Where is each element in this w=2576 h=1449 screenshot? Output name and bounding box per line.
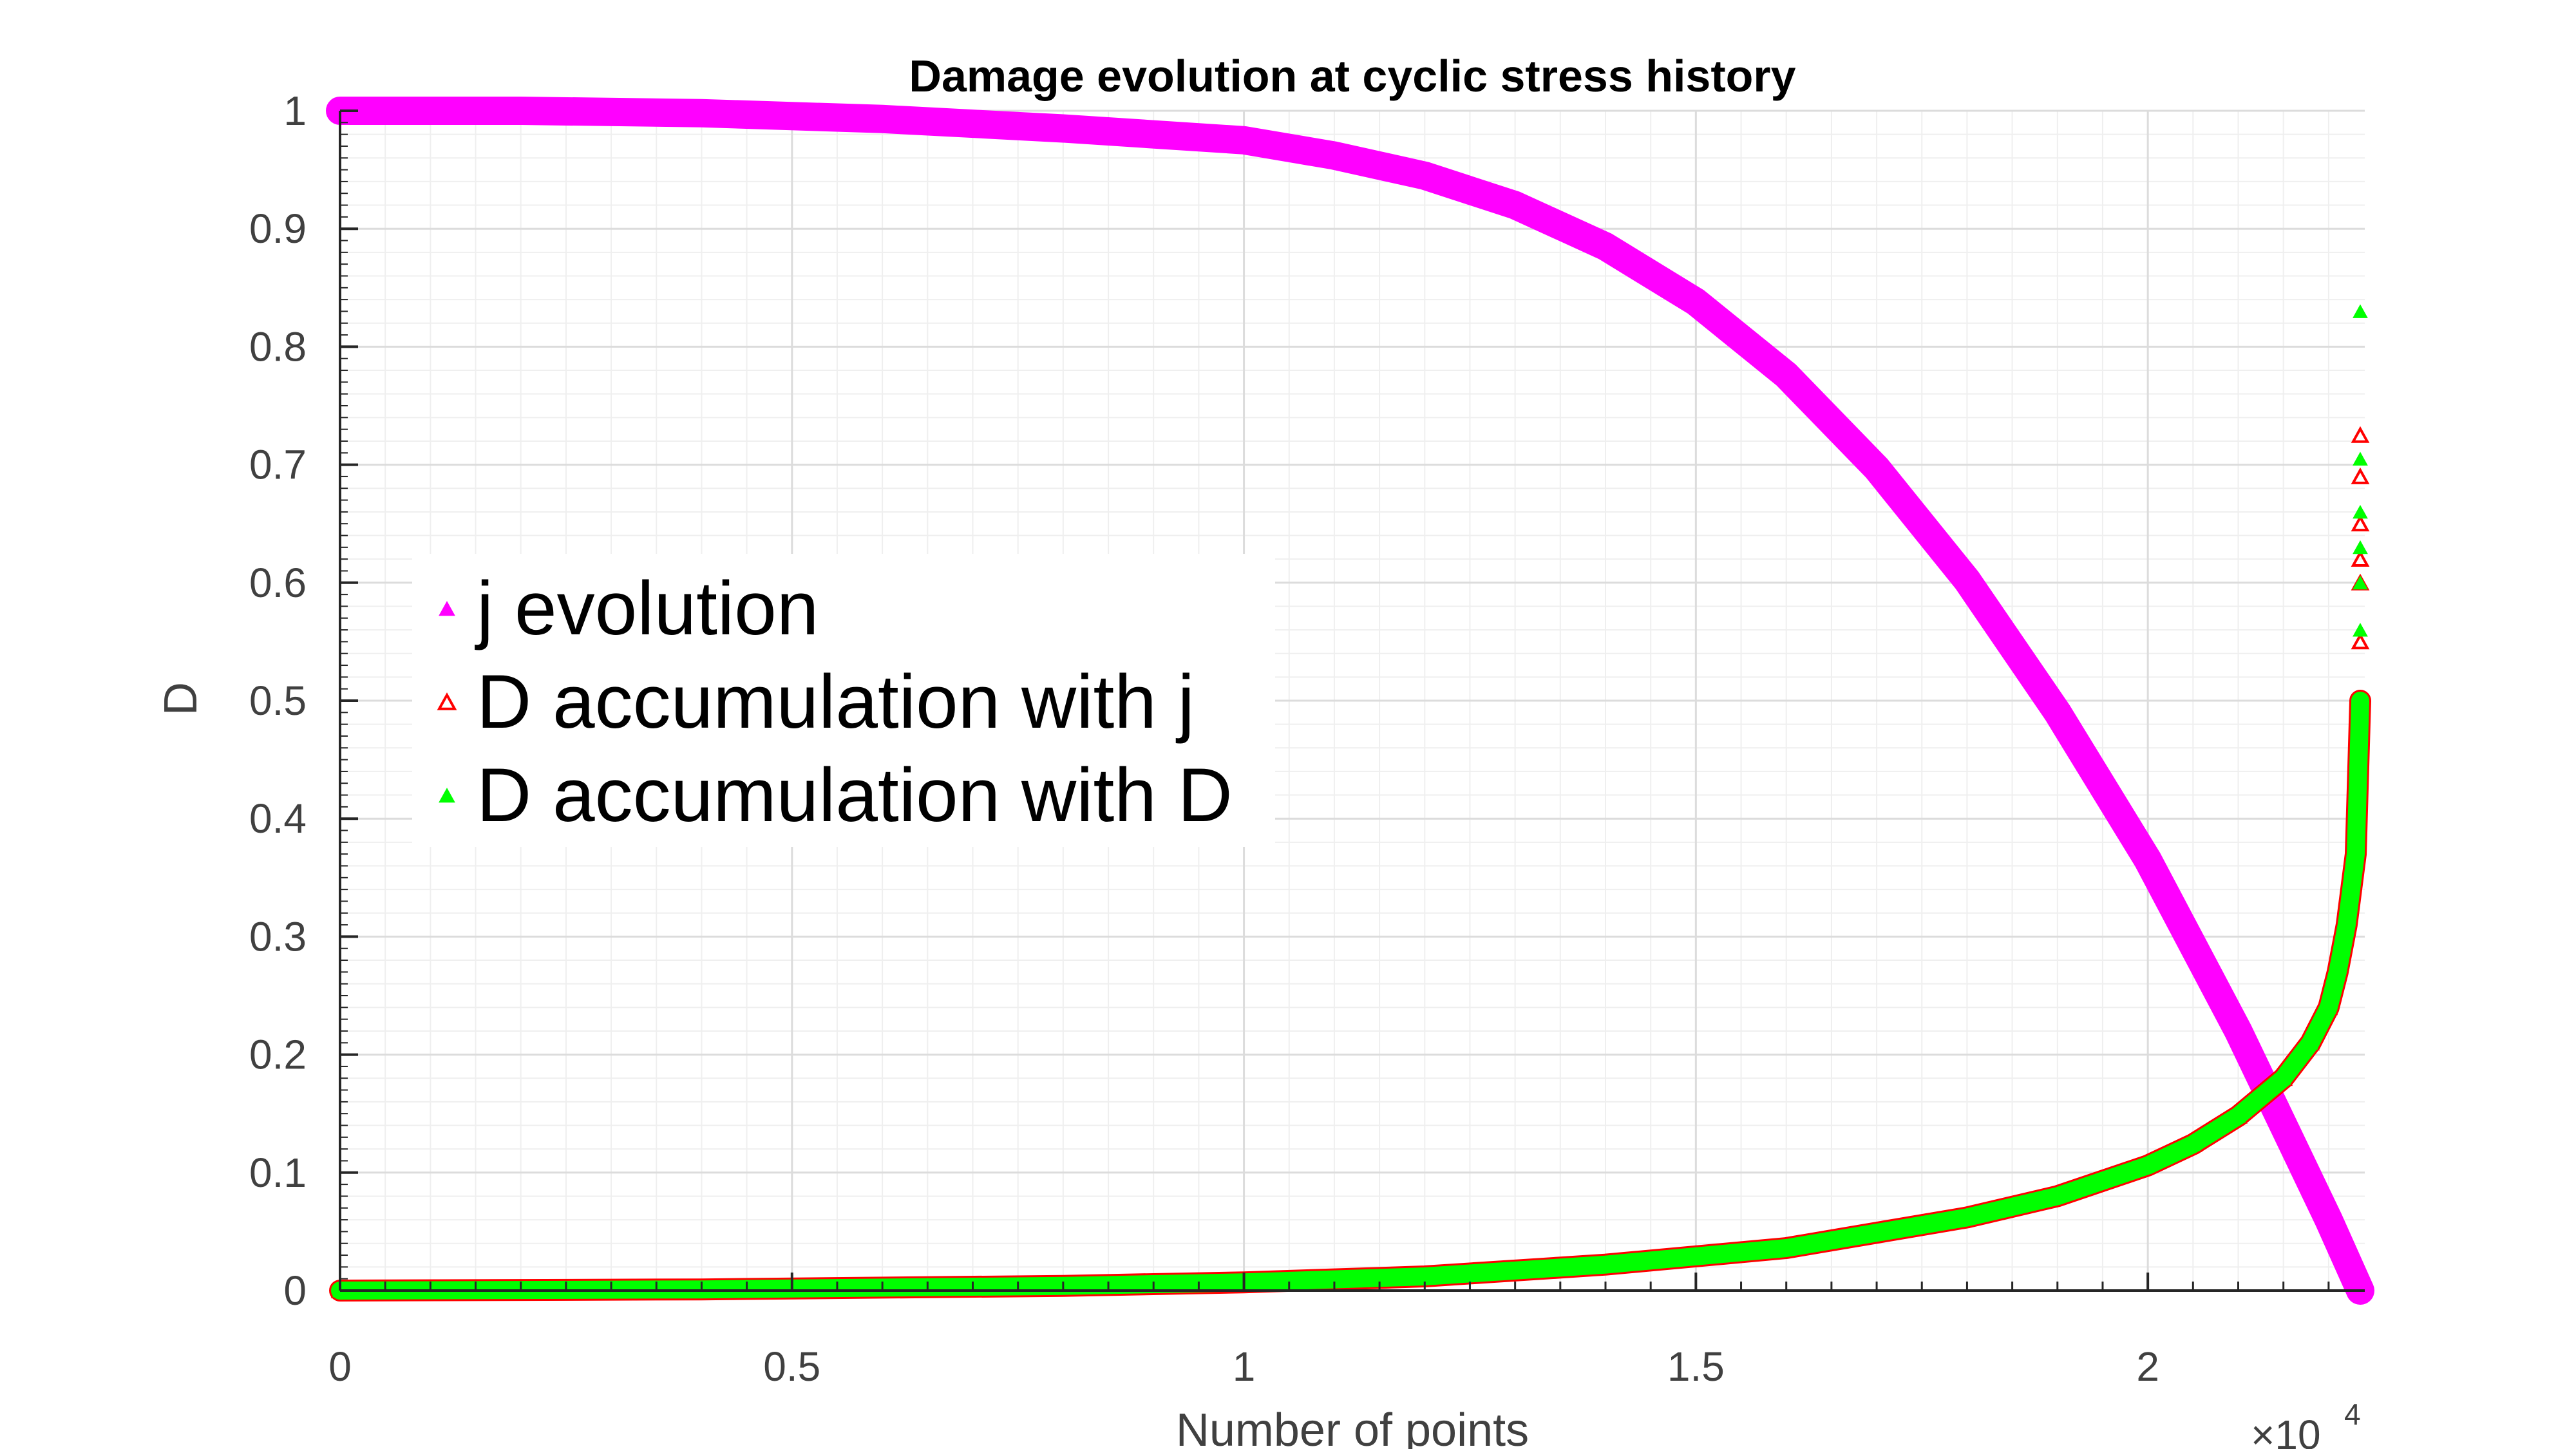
data-point [2275, 1118, 2291, 1132]
data-point [2049, 1189, 2065, 1203]
data-point [2049, 705, 2065, 719]
chart-title: Damage evolution at cyclic stress histor… [909, 51, 1795, 101]
legend: j evolution D accumulation with j D accu… [412, 554, 1275, 847]
data-point [694, 106, 710, 120]
data-point [2348, 847, 2363, 861]
data-point [2302, 1036, 2318, 1050]
data-point [1959, 1210, 1975, 1224]
x-tick-label: 1 [1233, 1343, 1256, 1390]
y-axis-label: D [155, 682, 207, 715]
y-tick-label: 0.8 [249, 323, 307, 370]
data-point [2353, 504, 2368, 519]
y-tick-label: 0.7 [249, 442, 307, 488]
legend-marker-d-with-d [439, 788, 455, 803]
data-point [1327, 148, 1342, 163]
data-point [2353, 623, 2368, 637]
x-axis-label: Number of points [1176, 1405, 1529, 1449]
legend-label-d-with-j: D accumulation with j [477, 659, 1195, 744]
data-point [2353, 451, 2368, 466]
data-point [1778, 1241, 1794, 1255]
data-point [2140, 853, 2155, 867]
data-point [2140, 1158, 2155, 1173]
data-point [1417, 168, 1433, 183]
legend-triangle [439, 601, 455, 616]
data-point [1959, 573, 1975, 587]
x-tick-label: 2 [2136, 1343, 2159, 1390]
data-point [2351, 550, 2370, 567]
legend-triangle [437, 692, 457, 710]
legend-label-d-with-d: D accumulation with D [477, 753, 1233, 838]
data-point [2351, 467, 2370, 484]
data-point [513, 104, 529, 118]
y-tick-label: 0.5 [249, 677, 307, 724]
y-tick-label: 0.1 [249, 1150, 307, 1196]
y-tick-label: 0 [283, 1267, 307, 1314]
data-point [875, 111, 890, 126]
data-point [1598, 1257, 1613, 1272]
data-point [1056, 121, 1071, 135]
x-tick-label: 1.5 [1667, 1343, 1725, 1390]
legend-label-j-evolution: j evolution [475, 566, 819, 651]
x-multiplier: ×10 4 [2251, 1397, 2361, 1449]
legend-triangle [439, 788, 455, 803]
x-tick-label: 0 [328, 1343, 352, 1390]
data-point [2353, 540, 2368, 554]
data-point [2230, 1108, 2246, 1123]
y-tick-label: 0.4 [249, 795, 307, 842]
x-multiplier-base: ×10 [2251, 1412, 2321, 1449]
data-point [2330, 965, 2345, 979]
y-tick-label: 0.6 [249, 560, 307, 606]
data-point [1236, 133, 1252, 147]
data-point [1869, 461, 1884, 475]
data-point [2339, 918, 2354, 932]
data-point [1598, 239, 1613, 254]
data-point [1778, 368, 1794, 382]
data-point [2321, 1213, 2336, 1227]
legend-marker-j-evolution [439, 601, 455, 616]
y-tick-label: 0.3 [249, 913, 307, 960]
legend-marker-d-with-j [437, 692, 457, 710]
data-point [2321, 1000, 2336, 1014]
series-0 [326, 97, 2374, 1305]
data-point [2351, 515, 2370, 532]
y-tick-label: 0.9 [249, 205, 307, 252]
legend-box [412, 554, 1275, 847]
data-point [1507, 198, 1523, 212]
data-point [2353, 304, 2368, 318]
y-tick-label: 1 [283, 88, 307, 134]
data-point [2353, 575, 2368, 590]
data-point [2351, 426, 2370, 443]
data-point [1688, 294, 1704, 309]
data-point [2185, 1137, 2201, 1151]
series-line-0 [326, 97, 2374, 1305]
data-point [2351, 632, 2370, 650]
tick-labels: 0 0.5 1 1.5 2 0 0.1 0.2 0.3 0.4 0.5 0.6 0.7 0.8 0.9 1 [249, 88, 2159, 1390]
data-point [2275, 1071, 2291, 1085]
y-tick-label: 0.2 [249, 1032, 307, 1078]
axes [339, 109, 2365, 1292]
x-tick-label: 0.5 [763, 1343, 820, 1390]
data-point [2353, 694, 2368, 708]
data-point [2230, 1024, 2246, 1038]
x-multiplier-exponent: 4 [2344, 1397, 2361, 1431]
